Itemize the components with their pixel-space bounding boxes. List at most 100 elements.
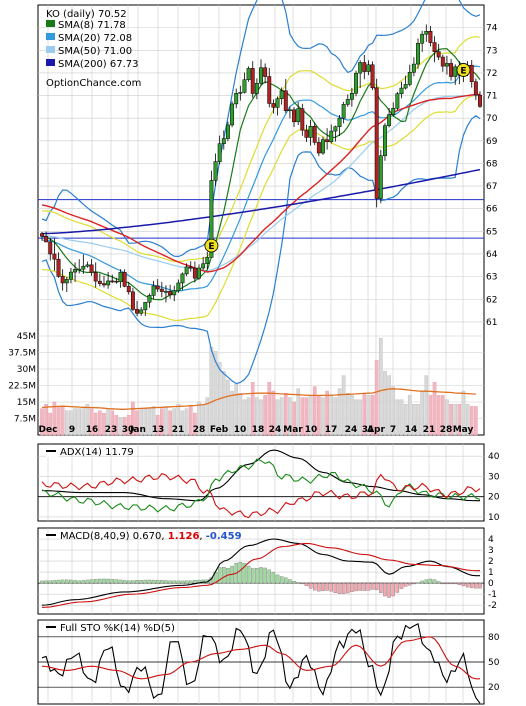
macd-histogram-bar [346, 582, 350, 594]
indicator-tick-label: -1 [488, 590, 497, 600]
volume-bar [428, 395, 433, 436]
candle-body [345, 99, 350, 105]
macd-histogram-bar [160, 580, 164, 584]
x-tick-label: Jan [129, 425, 146, 435]
price-tick-label: 67 [486, 182, 497, 192]
x-tick-label: Feb [210, 425, 229, 435]
candle-body [271, 103, 276, 108]
volume-bar [424, 375, 429, 436]
candle-body [122, 272, 127, 287]
candle-body [89, 264, 94, 273]
volume-bar [205, 397, 210, 436]
volume-bar [267, 382, 272, 436]
volume-bar [461, 390, 466, 436]
volume-bar [110, 410, 115, 436]
legend-swatch-sma200 [46, 59, 55, 66]
macd-histogram-bar [296, 582, 300, 584]
x-tick-label: 7 [390, 425, 396, 435]
volume-bar [449, 404, 453, 436]
macd-histogram-bar [465, 582, 470, 588]
macd-histogram-bar [60, 579, 65, 584]
volume-tick-label: 15M [17, 398, 36, 408]
volume-tick-label: 30M [17, 365, 36, 375]
adx-title: ADX(14) 11.79 [60, 447, 134, 458]
macd-histogram-bar [77, 580, 81, 584]
volume-bar [242, 399, 247, 436]
volume-bar [209, 346, 214, 436]
macd-histogram-bar [263, 567, 267, 584]
candle-body [176, 282, 181, 291]
macd-histogram-bar [69, 579, 73, 584]
indicator-layer [38, 449, 484, 704]
indicator-tick-label: 30 [488, 472, 500, 482]
volume-bar [184, 408, 189, 436]
candle-body [93, 272, 98, 282]
volume-bar [358, 399, 362, 436]
volume-bar [246, 397, 251, 436]
candle-body [85, 264, 90, 267]
legend-sma50: SMA(50) 71.00 [58, 46, 132, 57]
candle-body [230, 103, 235, 126]
volume-tick-label: 37.5M [8, 349, 36, 359]
indicator-tick-label: 20 [488, 683, 500, 693]
volume-bar [188, 406, 193, 436]
volume-bar [155, 415, 160, 436]
volume-bar [341, 375, 346, 436]
volume-bar [250, 382, 255, 436]
macd-histogram-bar [461, 582, 466, 587]
sto-series-%K [41, 622, 481, 704]
macd-histogram-bar [246, 565, 251, 584]
volume-bar [317, 395, 321, 436]
candle-body [407, 71, 412, 85]
volume-bar [407, 395, 412, 436]
candle-body [184, 266, 189, 275]
macd-histogram-bar [424, 579, 429, 584]
indicator-tick-label: 50 [488, 658, 500, 668]
volume-bar [474, 406, 478, 436]
macd-histogram-bar [118, 579, 123, 584]
macd-histogram-bar [383, 582, 387, 597]
candle-body [279, 90, 284, 99]
volume-bar [176, 404, 181, 436]
macd-histogram-bar [184, 580, 189, 584]
macd-histogram-bar [271, 572, 276, 584]
sto-series-%D [41, 636, 480, 680]
price-tick-label: 69 [486, 137, 498, 147]
macd-histogram-bar [312, 582, 317, 591]
x-tick-label: May [453, 425, 474, 435]
volume-bar [379, 338, 383, 436]
volume-bar [333, 397, 338, 436]
volume-bar [279, 397, 284, 436]
volume-bar [93, 412, 98, 436]
volume-bar [283, 393, 288, 436]
candle-body [143, 301, 148, 311]
candle-body [135, 309, 139, 314]
candle-body [40, 233, 44, 237]
candle-body [197, 267, 201, 279]
candle-body [225, 124, 230, 139]
x-tick-label: 16 [86, 425, 99, 435]
x-tick-label: 13 [152, 425, 165, 435]
long-ma-line [41, 93, 481, 273]
candle-body [283, 90, 288, 111]
volume-bar [77, 408, 81, 436]
envelope-upper [41, 36, 481, 263]
macd-histogram-bar [374, 582, 379, 591]
volume-bar [321, 397, 325, 436]
legend-swatch-sma50 [46, 46, 55, 53]
volume-bar [60, 406, 65, 436]
candle-body [312, 126, 317, 143]
volume-bar [432, 382, 437, 436]
sto-legend: Full STO %K(14) %D(5) [46, 623, 175, 634]
volume-bar [412, 404, 416, 436]
volume-tick-label: 7.5M [14, 415, 36, 425]
volume-bar [457, 404, 462, 436]
volume-bar [263, 395, 267, 436]
volume-bar [193, 412, 197, 436]
macd-histogram-bar [350, 582, 354, 593]
candle-body [449, 63, 454, 77]
macd-histogram-bar [412, 582, 416, 585]
candle-body [114, 280, 119, 283]
candle-body [267, 76, 272, 104]
